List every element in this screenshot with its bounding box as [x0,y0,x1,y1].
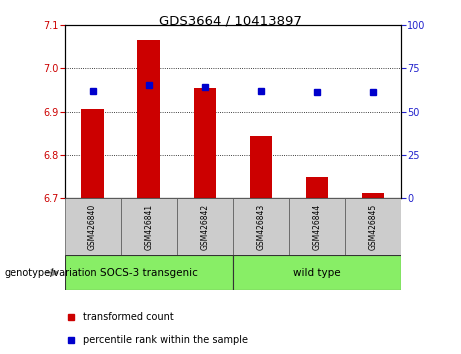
Text: GDS3664 / 10413897: GDS3664 / 10413897 [159,14,302,27]
Text: genotype/variation: genotype/variation [5,268,97,278]
Bar [289,198,345,255]
Bar [306,177,328,198]
Text: GSM426842: GSM426842 [200,204,209,250]
Bar [194,88,216,198]
Bar [233,255,401,290]
Text: GSM426841: GSM426841 [144,204,153,250]
Text: GSM426845: GSM426845 [368,204,378,250]
Text: percentile rank within the sample: percentile rank within the sample [83,335,248,346]
Bar [345,198,401,255]
Bar [137,40,160,198]
Bar [65,198,121,255]
Bar [233,198,289,255]
Text: transformed count: transformed count [83,312,174,322]
Text: GSM426843: GSM426843 [256,204,266,250]
Text: GSM426844: GSM426844 [313,204,321,250]
Bar [362,193,384,198]
Bar [82,109,104,198]
Bar [177,198,233,255]
Text: GSM426840: GSM426840 [88,204,97,250]
Bar [65,255,233,290]
Bar [121,198,177,255]
Text: SOCS-3 transgenic: SOCS-3 transgenic [100,268,198,278]
Text: wild type: wild type [293,268,341,278]
Bar [250,136,272,198]
